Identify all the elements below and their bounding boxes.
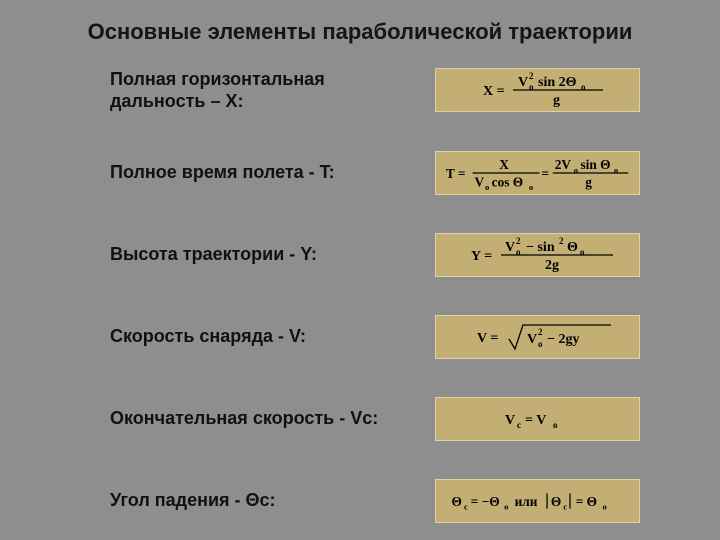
svg-text:= V: = V	[525, 413, 546, 428]
formula-rows: Полная горизонтальная дальность – X: X =…	[28, 68, 692, 523]
svg-text:o: o	[553, 420, 558, 430]
row-height: Высота траектории - Y: Y = V o 2 − sin 2…	[28, 233, 692, 277]
svg-text:V: V	[505, 240, 515, 255]
formula-time: T = X V o cos Θ o = 2V o sin Θ o g	[435, 151, 640, 195]
formula-range-svg: X = V o 2 sin 2Θ o g	[443, 70, 633, 110]
svg-text:o: o	[574, 165, 578, 175]
label-height: Высота траектории - Y:	[110, 243, 410, 266]
row-range: Полная горизонтальная дальность – X: X =…	[28, 68, 692, 113]
svg-text:g: g	[585, 174, 592, 189]
svg-text:o: o	[538, 339, 543, 349]
formula-height-svg: Y = V o 2 − sin 2 Θ o 2g	[443, 235, 633, 275]
svg-text:o: o	[580, 247, 585, 257]
svg-text:или: или	[515, 493, 538, 508]
svg-text:T =: T =	[446, 165, 466, 180]
svg-text:2: 2	[516, 236, 521, 246]
svg-text:V =: V =	[477, 331, 498, 346]
formula-final-speed: V c = V o	[435, 397, 640, 441]
label-final-speed: Окончательная скорость - Vc:	[110, 407, 410, 430]
svg-text:cos Θ: cos Θ	[492, 174, 524, 189]
svg-text:o: o	[614, 165, 618, 175]
formula-angle-svg: Θ c = −Θ o или Θ c = Θ o	[442, 481, 633, 521]
svg-text:o: o	[529, 182, 533, 192]
svg-text:c: c	[517, 420, 521, 430]
slide: Основные элементы параболической траекто…	[0, 0, 720, 540]
svg-text:2g: 2g	[545, 258, 559, 273]
svg-text:2: 2	[538, 327, 543, 337]
svg-text:c: c	[563, 501, 567, 511]
formula-angle: Θ c = −Θ o или Θ c = Θ o	[435, 479, 640, 523]
svg-text:V: V	[518, 75, 528, 90]
svg-text:sin Θ: sin Θ	[580, 157, 610, 172]
svg-text:o: o	[485, 182, 489, 192]
svg-text:o: o	[516, 247, 521, 257]
formula-range: X = V o 2 sin 2Θ o g	[435, 68, 640, 112]
formula-speed-svg: V = V o 2 − 2gy	[443, 317, 633, 357]
svg-text:X: X	[499, 157, 509, 172]
svg-text:sin 2Θ: sin 2Θ	[538, 75, 577, 90]
row-angle: Угол падения - Θc: Θ c = −Θ o или Θ c = …	[28, 479, 692, 523]
label-range: Полная горизонтальная дальность – X:	[110, 68, 410, 113]
slide-title: Основные элементы параболической траекто…	[28, 18, 692, 46]
row-time: Полное время полета - T: T = X V o cos Θ…	[28, 151, 692, 195]
svg-text:X =: X =	[483, 84, 505, 99]
svg-text:= Θ: = Θ	[576, 493, 597, 508]
svg-text:2: 2	[559, 236, 564, 246]
svg-text:Θ: Θ	[567, 240, 578, 255]
svg-text:V: V	[527, 332, 537, 347]
svg-text:Θ: Θ	[551, 493, 561, 508]
svg-text:o: o	[602, 501, 606, 511]
svg-text:o: o	[529, 82, 534, 92]
svg-text:Y =: Y =	[471, 249, 492, 264]
svg-text:= −Θ: = −Θ	[471, 493, 500, 508]
label-angle: Угол падения - Θc:	[110, 489, 410, 512]
label-speed: Скорость снаряда - V:	[110, 325, 410, 348]
svg-text:g: g	[553, 93, 560, 108]
svg-text:V: V	[505, 413, 515, 428]
svg-text:Θ: Θ	[452, 493, 462, 508]
label-time: Полное время полета - T:	[110, 161, 410, 184]
svg-text:2: 2	[529, 71, 534, 81]
svg-text:o: o	[504, 501, 508, 511]
svg-text:2V: 2V	[555, 157, 572, 172]
formula-height: Y = V o 2 − sin 2 Θ o 2g	[435, 233, 640, 277]
row-speed: Скорость снаряда - V: V = V o 2 − 2gy	[28, 315, 692, 359]
svg-text:V: V	[474, 174, 484, 189]
svg-text:c: c	[464, 501, 468, 511]
row-final-speed: Окончательная скорость - Vc: V c = V o	[28, 397, 692, 441]
svg-text:=: =	[541, 165, 549, 180]
svg-text:o: o	[581, 82, 586, 92]
formula-speed: V = V o 2 − 2gy	[435, 315, 640, 359]
formula-time-svg: T = X V o cos Θ o = 2V o sin Θ o g	[442, 153, 633, 193]
formula-final-speed-svg: V c = V o	[443, 399, 633, 439]
svg-text:− 2gy: − 2gy	[547, 332, 579, 347]
svg-text:− sin: − sin	[526, 240, 555, 255]
